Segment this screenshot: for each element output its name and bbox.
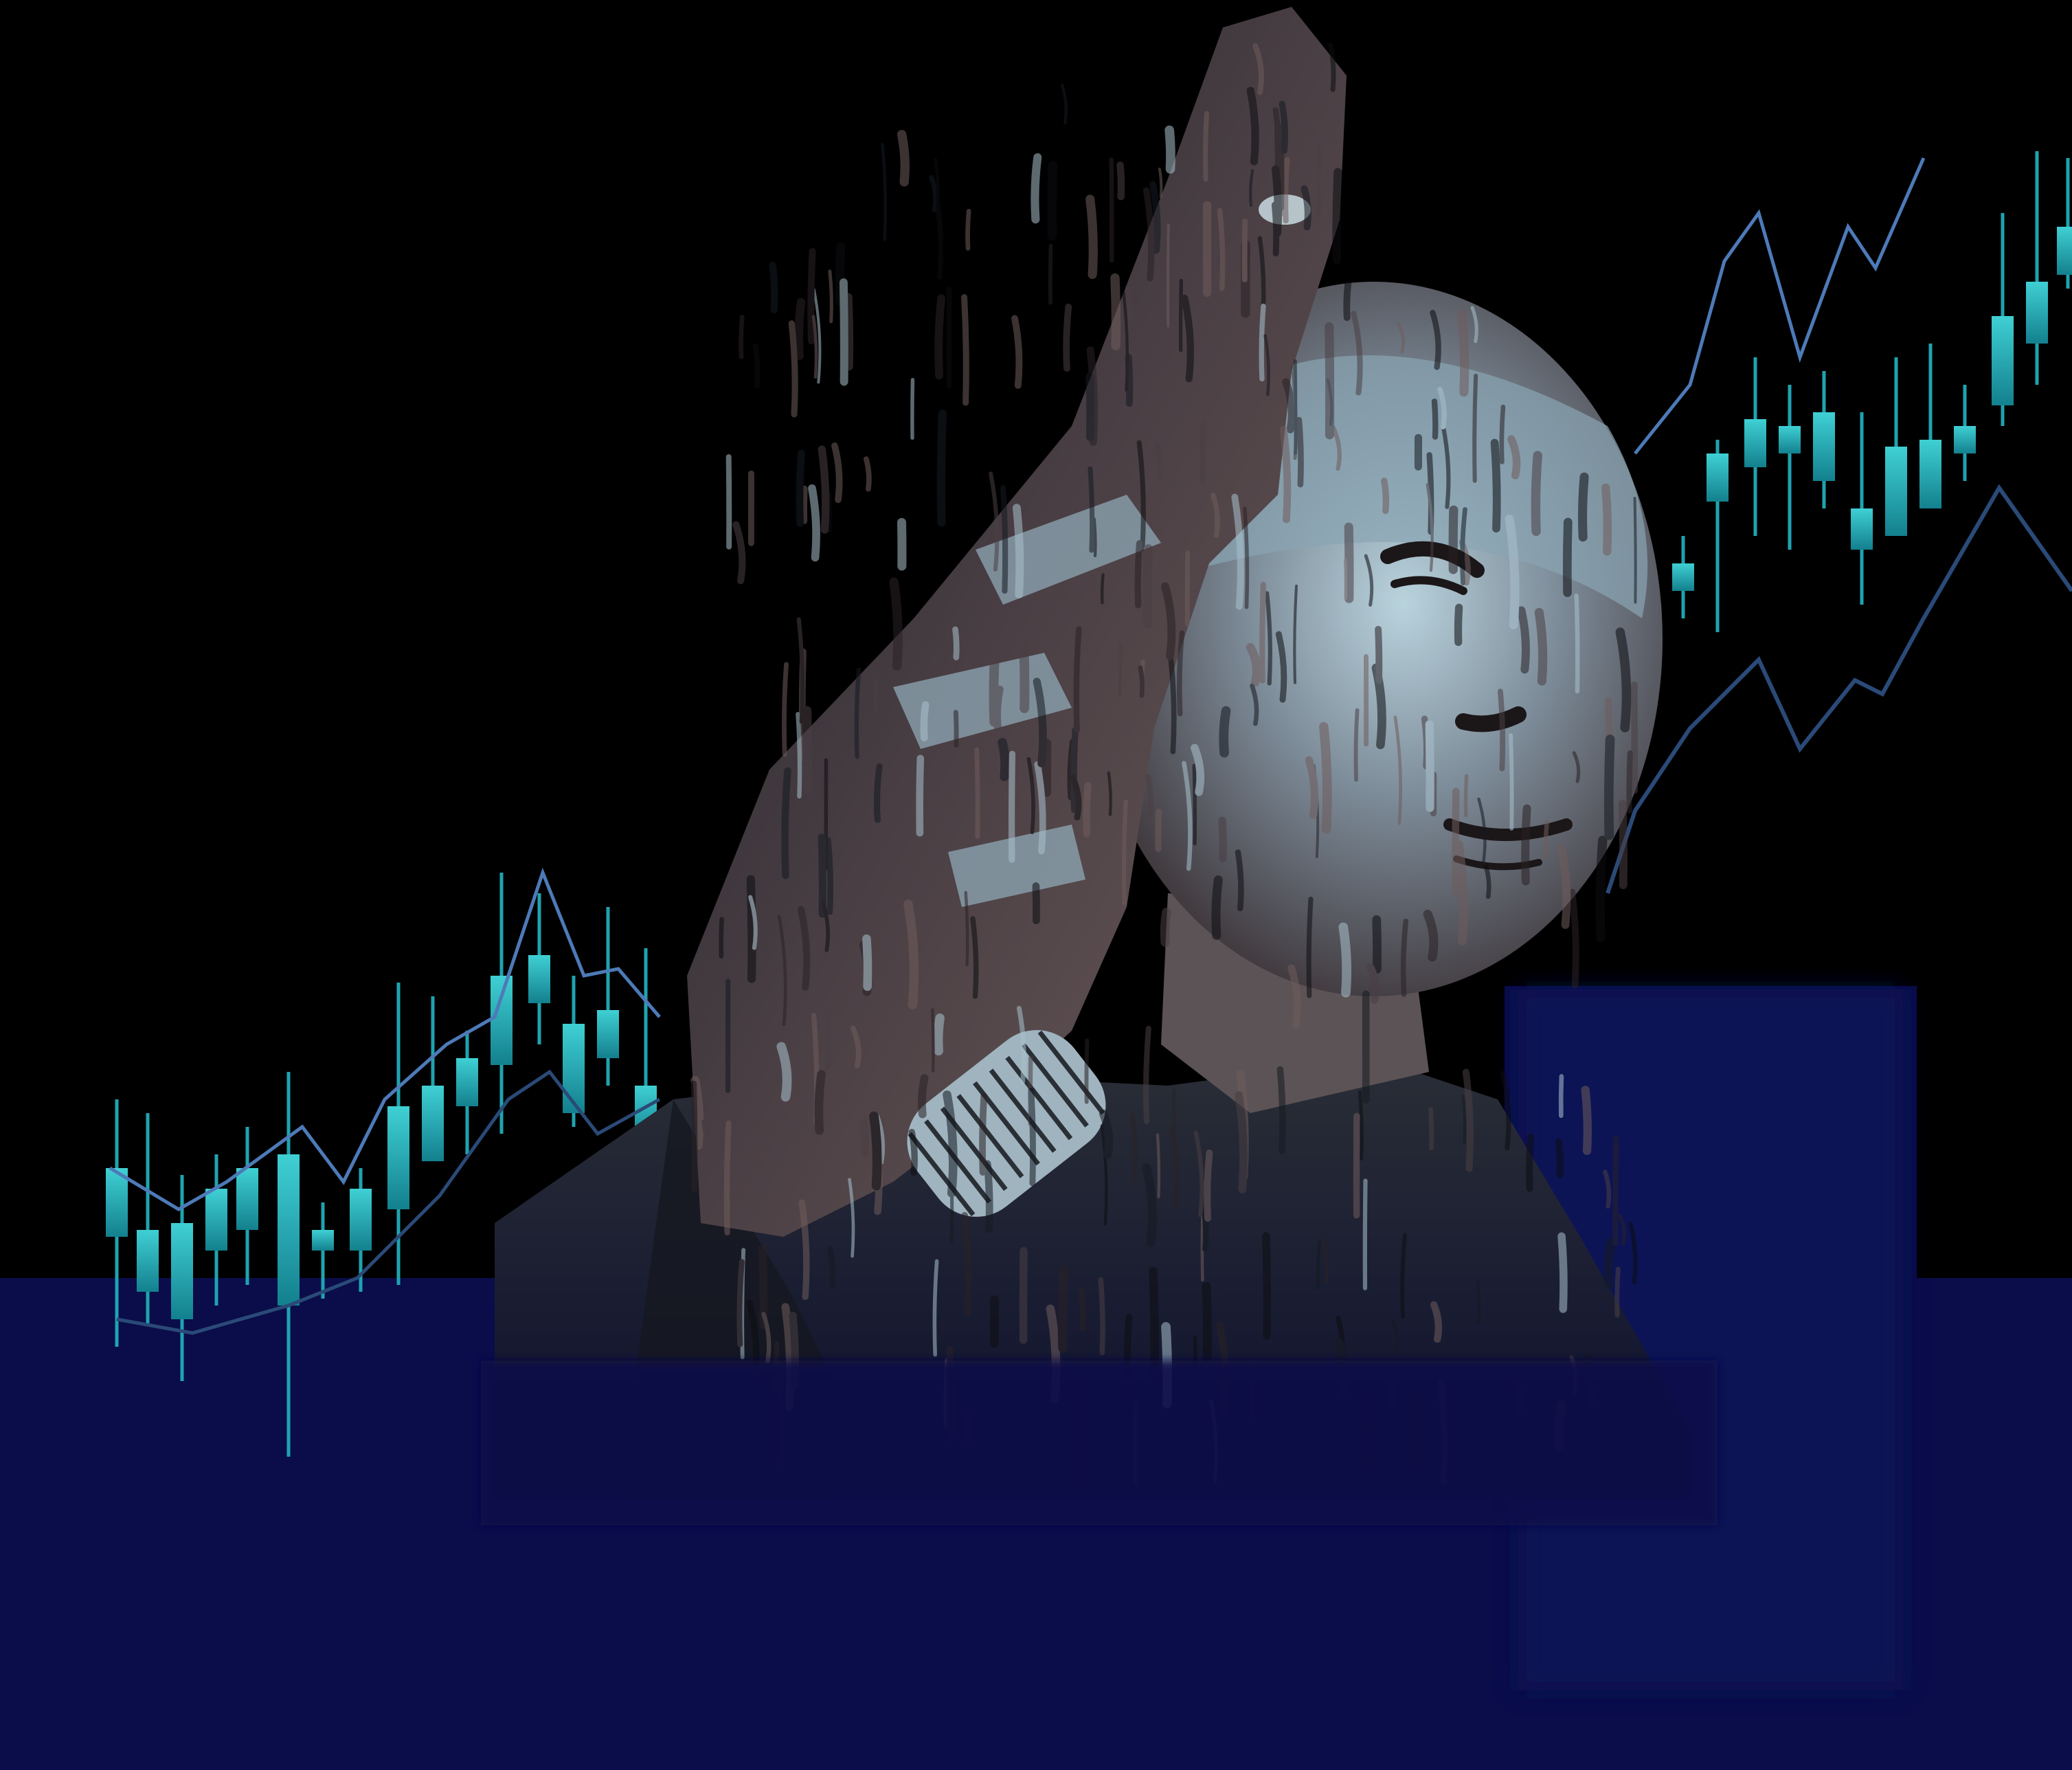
candle-body bbox=[1744, 419, 1766, 467]
person-portrait bbox=[481, 7, 1718, 1525]
candle-body bbox=[1851, 508, 1873, 550]
candle-body bbox=[278, 1154, 300, 1306]
candle-body bbox=[1885, 447, 1907, 536]
candle-body bbox=[312, 1230, 334, 1251]
candle-body bbox=[106, 1168, 128, 1237]
trend-line-lower bbox=[116, 1069, 661, 1335]
candle-body bbox=[1672, 563, 1694, 591]
candle-body bbox=[563, 1024, 585, 1113]
candle-body bbox=[456, 1058, 478, 1106]
candle-body bbox=[236, 1168, 258, 1230]
candle-body bbox=[137, 1230, 159, 1292]
candle-body bbox=[2057, 227, 2072, 275]
candle-body bbox=[1813, 412, 1835, 481]
stock-chart-graphic bbox=[106, 151, 2072, 1457]
candle-body bbox=[597, 1010, 619, 1058]
candle-body bbox=[1992, 316, 2014, 405]
candle-body bbox=[1779, 426, 1801, 453]
candle-body bbox=[422, 1086, 444, 1161]
candle-body bbox=[1919, 440, 1941, 508]
candle-body bbox=[528, 955, 550, 1003]
candle-body bbox=[2026, 282, 2048, 344]
candle-body bbox=[387, 1106, 409, 1209]
candle-body bbox=[171, 1223, 193, 1319]
candle-body bbox=[1954, 426, 1976, 453]
candle-body bbox=[350, 1189, 372, 1251]
trend-line-upper bbox=[109, 867, 661, 1211]
candle-body bbox=[491, 976, 513, 1065]
candle-body bbox=[205, 1189, 227, 1251]
trend-line-lower bbox=[1606, 484, 2072, 894]
candle-body bbox=[1707, 453, 1728, 502]
trend-line-upper bbox=[1634, 157, 1926, 455]
